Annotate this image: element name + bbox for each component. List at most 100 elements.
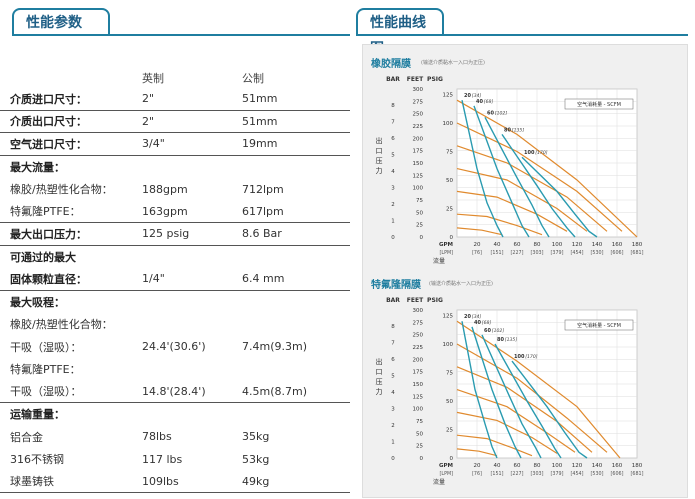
spec-row: 介质进口尺寸： 2" 51mm: [0, 88, 350, 111]
air-curve: [481, 334, 542, 459]
feet-tick-label: 225: [413, 345, 424, 351]
spec-imperial-value: 3/4": [142, 137, 165, 151]
pressure-curve: [456, 366, 593, 453]
legend-text: 空气消耗量 - SCFM: [577, 101, 621, 108]
spec-label: 固体颗粒直径：: [10, 272, 87, 286]
spec-imperial-value: 24.4'(30.6'): [142, 340, 206, 354]
chart-rubber: BAR FEET PSIG01234567802550751001251501752…: [375, 76, 644, 265]
spec-metric-value: 35kg: [242, 430, 270, 444]
chart-note-ptfe: (输送介质黏水一入口为正压): [429, 281, 493, 287]
x-tick-gpm-label: 180: [632, 242, 643, 248]
spec-row: 运输重量：: [0, 403, 350, 426]
air-curve-sublabel: [102]: [492, 328, 505, 334]
feet-tick-label: 275: [413, 99, 424, 105]
bar-tick-label: 8: [391, 324, 395, 330]
spec-label: 干吸（湿吸）：: [10, 340, 82, 354]
spec-metric-value: 7.4m(9.3m): [242, 340, 308, 354]
spec-label: 铝合金: [10, 430, 43, 444]
bar-tick-label: 8: [391, 103, 395, 109]
bar-tick-label: 1: [391, 218, 395, 224]
pressure-curve: [456, 213, 543, 236]
pressure-curve: [456, 168, 588, 232]
spec-imperial-value: 117 lbs: [142, 452, 183, 466]
spec-row: 橡胶/热塑性化合物：: [0, 313, 350, 336]
feet-tick-label: 200: [413, 357, 424, 363]
spec-imperial-value: 163gpm: [142, 204, 188, 218]
bar-tick-label: 0: [391, 456, 395, 462]
spec-label: 最大吸程：: [10, 295, 65, 309]
x-tick-gpm-label: 100: [552, 242, 563, 248]
x-tick-lpm-label: [681]: [631, 471, 644, 477]
spec-row: 橡胶/热塑性化合物： 188gpm 712lpm: [0, 178, 350, 201]
y-axis-label: 出口压力: [375, 357, 383, 398]
pressure-curve: [456, 145, 608, 232]
feet-tick-label: 300: [413, 87, 424, 93]
tab-performance-params[interactable]: 性能参数: [12, 8, 110, 34]
tab-performance-curves[interactable]: 性能曲线图: [356, 8, 444, 57]
bar-tick-label: 4: [391, 169, 395, 175]
bar-tick-label: 3: [391, 185, 395, 191]
feet-tick-label: 25: [416, 223, 423, 229]
air-curve-sublabel: [170]: [525, 354, 538, 360]
psig-tick-label: 0: [450, 235, 454, 241]
spec-row: 316不锈钢 117 lbs 53kg: [0, 448, 350, 471]
air-curve-label: 20: [464, 314, 471, 320]
air-curve-label: 20: [464, 93, 471, 99]
feet-tick-label: 175: [413, 149, 424, 155]
air-curve: [494, 343, 562, 459]
x-unit-gpm: GPM: [439, 242, 453, 248]
feet-tick-label: 125: [413, 394, 424, 400]
spec-row: 空气进口尺寸： 3/4" 19mm: [0, 133, 350, 156]
spec-imperial-value: 125 psig: [142, 227, 190, 241]
bar-tick-label: 6: [391, 136, 395, 142]
bar-tick-label: 2: [391, 423, 395, 429]
spec-metric-value: 8.6 Bar: [242, 227, 282, 241]
spec-label: 橡胶/热塑性化合物：: [10, 183, 113, 197]
bar-tick-label: 0: [391, 235, 395, 241]
col-imperial-header: 英制: [142, 72, 164, 85]
chart-panel: 橡胶隔膜 (输送介质黏水一入口为正压) BAR FEET PSIG 0 1 2 3 4 5 6 7 8…: [362, 44, 688, 498]
air-curve-sublabel: [68]: [484, 99, 494, 105]
x-tick-gpm-label: 60: [514, 463, 521, 469]
x-tick-lpm-label: [606]: [611, 471, 624, 477]
spec-table: 英制 公制 介质进口尺寸： 2" 51mm 介质出口尺寸： 2" 51mm 空气进口尺寸： 3…: [0, 68, 350, 493]
spec-label: 最大出口压力：: [10, 227, 87, 241]
feet-tick-label: 200: [413, 136, 424, 142]
x-tick-lpm-label: [681]: [631, 250, 644, 256]
feet-tick-label: 100: [413, 186, 424, 192]
feet-tick-label: 75: [416, 419, 423, 425]
x-tick-lpm-label: [151]: [491, 250, 504, 256]
air-curve-sublabel: [170]: [535, 150, 548, 156]
x-tick-lpm-label: [454]: [571, 250, 584, 256]
spec-row: 最大吸程：: [0, 291, 350, 314]
chart-note-rubber: (输送介质黏水一入口为正压): [421, 60, 485, 66]
spec-metric-value: 51mm: [242, 92, 278, 106]
spec-row: 特氟隆PTFE：: [0, 358, 350, 381]
air-curve-sublabel: [68]: [482, 320, 492, 326]
bar-tick-label: 5: [391, 152, 395, 158]
spec-metric-value: 49kg: [242, 474, 270, 488]
x-tick-gpm-label: 160: [612, 463, 623, 469]
air-curve-sublabel: [34]: [472, 314, 482, 320]
air-curve-label: 80: [497, 337, 504, 343]
x-tick-gpm-label: 180: [632, 463, 643, 469]
x-tick-lpm-label: [606]: [611, 250, 624, 256]
spec-imperial-value: 14.8'(28.4'): [142, 384, 206, 398]
spec-label: 介质进口尺寸：: [10, 92, 87, 106]
air-curve-sublabel: [135]: [505, 337, 518, 343]
legend-text: 空气消耗量 - SCFM: [577, 322, 621, 329]
spec-metric-value: 4.5m(8.7m): [242, 384, 308, 398]
x-tick-lpm-label: [530]: [591, 250, 604, 256]
psig-tick-label: 25: [446, 207, 453, 213]
feet-tick-label: 225: [413, 124, 424, 130]
spec-row: 干吸（湿吸）： 14.8'(28.4') 4.5m(8.7m): [0, 381, 350, 403]
x-tick-gpm-label: 20: [474, 242, 481, 248]
x-axis-label: 流量: [433, 257, 445, 265]
spec-label: 可通过的最大: [10, 250, 76, 264]
air-curve-label: 80: [504, 127, 511, 133]
bar-tick-label: 1: [391, 439, 395, 445]
pressure-curve: [456, 190, 568, 232]
spec-metric-value: 19mm: [242, 137, 278, 151]
x-tick-lpm-label: [454]: [571, 471, 584, 477]
x-tick-gpm-label: 120: [572, 242, 583, 248]
